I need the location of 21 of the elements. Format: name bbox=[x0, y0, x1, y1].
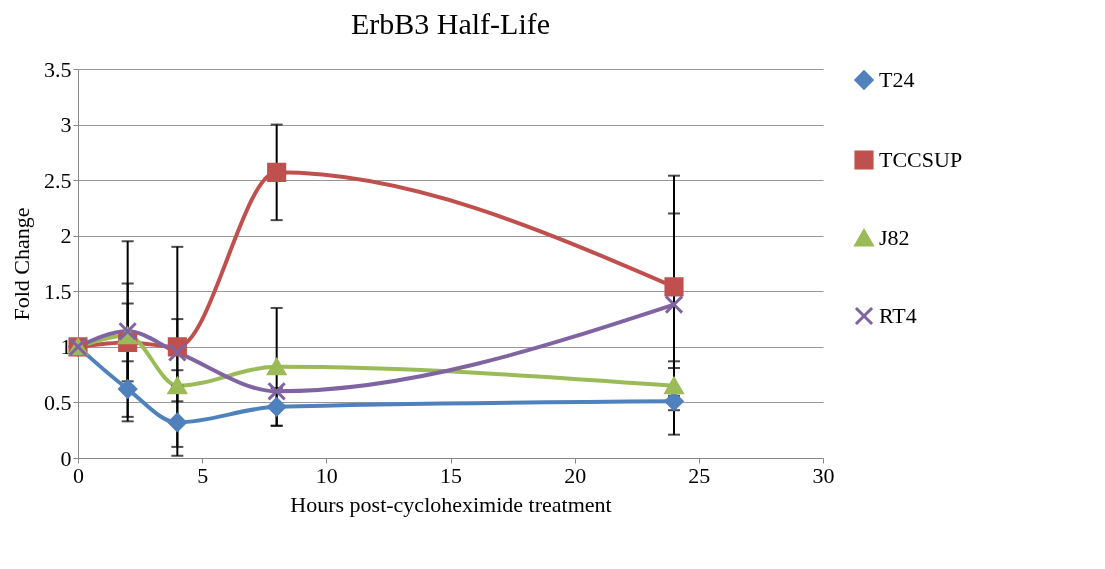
x-axis-title: Hours post-cycloheximide treatment bbox=[290, 491, 612, 517]
x-tick-label: 5 bbox=[197, 462, 209, 488]
y-tick-label: 0.5 bbox=[44, 389, 72, 415]
x-tick-label: 25 bbox=[688, 462, 711, 488]
chart-title: ErbB3 Half-Life bbox=[350, 7, 551, 40]
y-tick-label: 3.5 bbox=[44, 56, 72, 82]
legend-label: J82 bbox=[879, 225, 910, 250]
y-axis-title: Fold Change bbox=[9, 207, 34, 321]
y-tick-label: 1 bbox=[60, 334, 72, 360]
x-tick-label: 10 bbox=[315, 462, 338, 488]
x-tick-label: 20 bbox=[564, 462, 587, 488]
y-tick-label: 0 bbox=[60, 445, 72, 471]
legend-label: RT4 bbox=[879, 303, 917, 328]
y-tick-label: 2 bbox=[60, 223, 72, 249]
x-tick-label: 15 bbox=[440, 462, 462, 488]
y-tick-label: 3 bbox=[60, 112, 72, 138]
y-tick-label: 2.5 bbox=[44, 167, 72, 193]
legend-label: TCCSUP bbox=[879, 147, 963, 172]
y-tick-label: 1.5 bbox=[44, 278, 72, 304]
legend-label: T24 bbox=[879, 67, 915, 92]
x-tick-label: 30 bbox=[812, 462, 835, 488]
